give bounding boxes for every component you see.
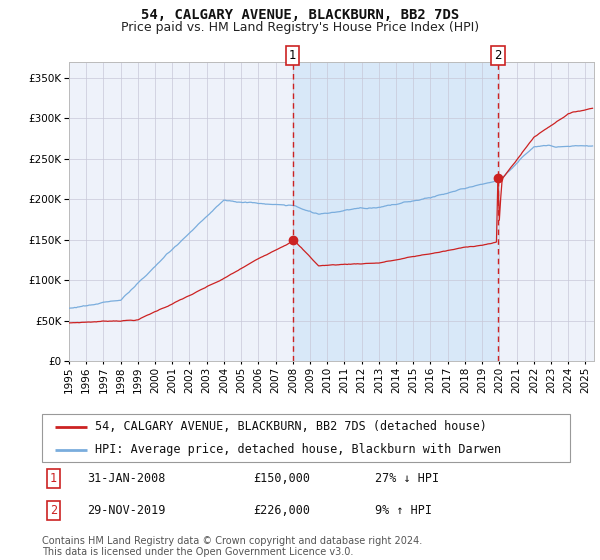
Text: 1: 1 bbox=[289, 49, 296, 62]
Text: HPI: Average price, detached house, Blackburn with Darwen: HPI: Average price, detached house, Blac… bbox=[95, 443, 501, 456]
Text: 54, CALGARY AVENUE, BLACKBURN, BB2 7DS (detached house): 54, CALGARY AVENUE, BLACKBURN, BB2 7DS (… bbox=[95, 420, 487, 433]
Text: £226,000: £226,000 bbox=[253, 503, 310, 516]
Text: 9% ↑ HPI: 9% ↑ HPI bbox=[374, 503, 431, 516]
Text: 31-JAN-2008: 31-JAN-2008 bbox=[87, 472, 165, 485]
Text: 29-NOV-2019: 29-NOV-2019 bbox=[87, 503, 165, 516]
Text: 2: 2 bbox=[494, 49, 502, 62]
Text: 1: 1 bbox=[50, 472, 57, 485]
Text: 2: 2 bbox=[50, 503, 57, 516]
Text: Contains HM Land Registry data © Crown copyright and database right 2024.
This d: Contains HM Land Registry data © Crown c… bbox=[42, 535, 422, 557]
Text: 27% ↓ HPI: 27% ↓ HPI bbox=[374, 472, 439, 485]
Text: Price paid vs. HM Land Registry's House Price Index (HPI): Price paid vs. HM Land Registry's House … bbox=[121, 21, 479, 34]
Text: 54, CALGARY AVENUE, BLACKBURN, BB2 7DS: 54, CALGARY AVENUE, BLACKBURN, BB2 7DS bbox=[141, 8, 459, 22]
FancyBboxPatch shape bbox=[42, 414, 570, 462]
Text: £150,000: £150,000 bbox=[253, 472, 310, 485]
Bar bbox=[293, 62, 498, 361]
